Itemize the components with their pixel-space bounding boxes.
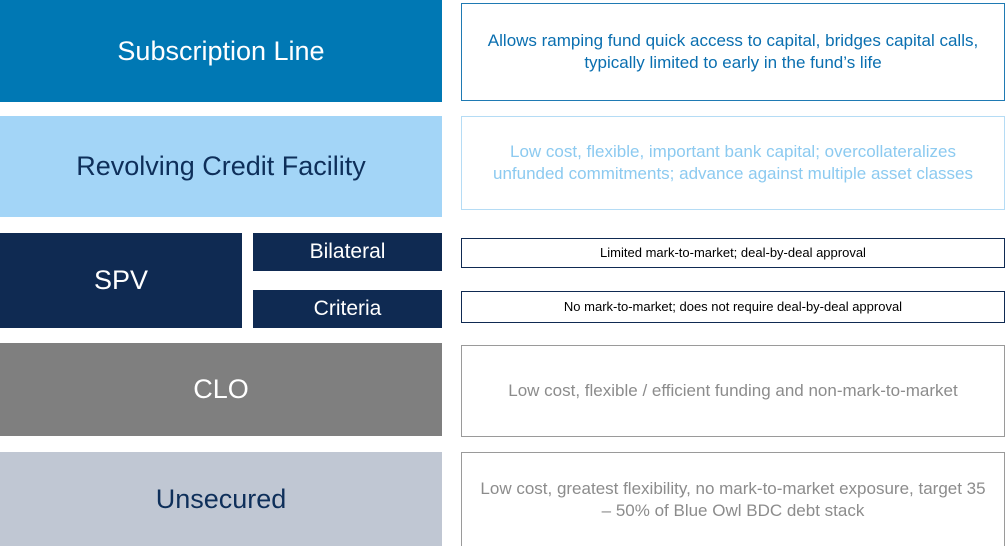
sub-tier-label: Criteria — [253, 290, 442, 328]
sub-tier-label: Bilateral — [253, 233, 442, 271]
tier-label: Revolving Credit Facility — [0, 116, 442, 217]
tier-label: CLO — [0, 343, 442, 436]
tier-description: Allows ramping fund quick access to capi… — [461, 3, 1005, 101]
tier-label: Unsecured — [0, 452, 442, 546]
tier-label: Subscription Line — [0, 0, 442, 102]
sub-tier-description: No mark-to-market; does not require deal… — [461, 291, 1005, 323]
sub-tier-description: Limited mark-to-market; deal-by-deal app… — [461, 238, 1005, 268]
tier-description: Low cost, flexible / efficient funding a… — [461, 345, 1005, 437]
tier-description: Low cost, flexible, important bank capit… — [461, 116, 1005, 210]
tier-description: Low cost, greatest flexibility, no mark-… — [461, 452, 1005, 546]
tier-label: SPV — [0, 233, 242, 328]
